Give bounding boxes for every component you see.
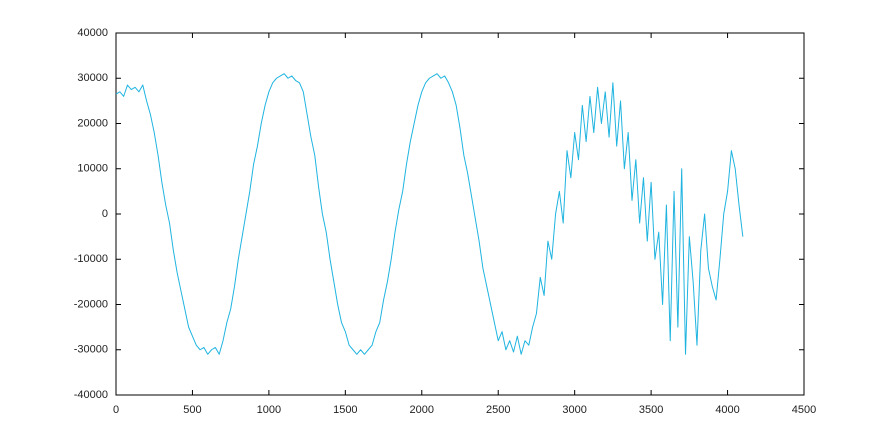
y-tick-label: 20000 — [77, 117, 108, 129]
x-tick-label: 0 — [113, 404, 119, 416]
y-tick-label: 10000 — [77, 163, 108, 175]
y-tick-label: 30000 — [77, 72, 108, 84]
y-tick-label: -10000 — [74, 253, 108, 265]
y-tick-label: -20000 — [74, 298, 108, 310]
x-tick-label: 4000 — [715, 404, 739, 416]
x-tick-label: 500 — [183, 404, 201, 416]
x-tick-label: 2500 — [486, 404, 510, 416]
y-tick-label: 40000 — [77, 27, 108, 39]
y-tick-label: 0 — [102, 208, 108, 220]
plot-frame — [115, 32, 805, 396]
x-tick-label: 3500 — [639, 404, 663, 416]
x-tick-label: 2000 — [410, 404, 434, 416]
y-tick-label: -40000 — [74, 389, 108, 401]
data-line — [115, 73, 744, 355]
y-tick-label: -30000 — [74, 344, 108, 356]
x-tick-label: 4500 — [792, 404, 816, 416]
x-tick-label: 3000 — [562, 404, 586, 416]
x-tick-label: 1000 — [257, 404, 281, 416]
x-tick-label: 1500 — [333, 404, 357, 416]
